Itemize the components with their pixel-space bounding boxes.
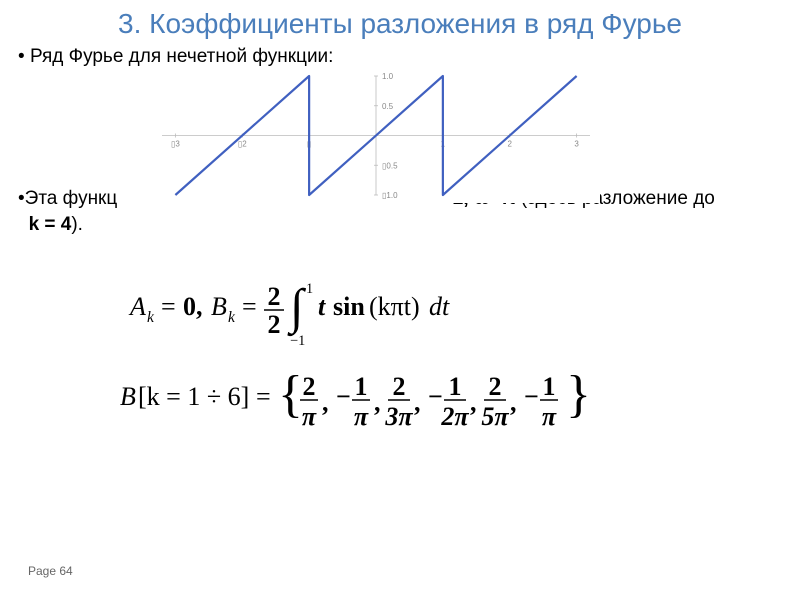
svg-text:π: π: [542, 402, 557, 431]
svg-text:,: ,: [322, 388, 329, 417]
svg-text:3: 3: [574, 140, 579, 149]
svg-text:−: −: [524, 382, 539, 411]
svg-text:▯0.5: ▯0.5: [382, 161, 398, 170]
svg-text:2: 2: [268, 282, 281, 311]
svg-text:{: {: [278, 366, 303, 423]
svg-text:1.0: 1.0: [382, 72, 394, 81]
svg-text:−: −: [336, 382, 351, 411]
svg-text:2: 2: [508, 140, 513, 149]
svg-text:1: 1: [449, 372, 462, 401]
formula-block: Ak=0,Bk=22∫1−1tsin(kπt)dtB[k = 1 ÷ 6]={2…: [120, 265, 680, 500]
svg-text:5π: 5π: [481, 402, 509, 431]
svg-text:k: k: [147, 309, 155, 326]
svg-text:,: ,: [414, 388, 421, 417]
svg-text:=: =: [161, 292, 176, 321]
slide-title: 3. Коэффициенты разложения в ряд Фурье: [0, 0, 800, 40]
svg-text:−1: −1: [290, 333, 305, 349]
svg-text:,: ,: [374, 388, 381, 417]
svg-text:=: =: [242, 292, 257, 321]
svg-text:π: π: [354, 402, 369, 431]
svg-text:▯1.0: ▯1.0: [382, 191, 398, 200]
svg-text:B: B: [211, 292, 227, 321]
svg-text:▯2: ▯2: [238, 140, 247, 149]
bullet2-suffix: ).: [71, 214, 83, 235]
svg-text:π: π: [302, 402, 317, 431]
svg-text:=: =: [256, 382, 271, 411]
page-footer: Page 64: [28, 564, 73, 578]
bullet-marker: •: [18, 46, 25, 67]
svg-text:2: 2: [489, 372, 502, 401]
svg-text:1: 1: [306, 281, 313, 297]
bullet-odd-function: • Ряд Фурье для нечетной функции:: [0, 46, 800, 68]
bullet-text: Ряд Фурье для нечетной функции:: [30, 46, 334, 67]
bullet-marker: •: [18, 188, 25, 209]
svg-text:2: 2: [268, 310, 281, 339]
svg-text:(kπt): (kπt): [369, 292, 420, 321]
svg-text:2: 2: [303, 372, 316, 401]
svg-text:1: 1: [543, 372, 556, 401]
svg-text:k: k: [228, 309, 236, 326]
footer-label: Page: [28, 564, 56, 578]
svg-text:A: A: [128, 292, 146, 321]
svg-text:,: ,: [470, 388, 477, 417]
svg-text:∫: ∫: [287, 279, 307, 337]
svg-text:dt: dt: [429, 292, 450, 321]
svg-text:sin: sin: [333, 292, 365, 321]
svg-text:▯3: ▯3: [171, 140, 180, 149]
footer-number: 64: [59, 564, 72, 578]
bullet2-bold2: k = 4: [29, 214, 72, 235]
svg-text:0,: 0,: [183, 292, 203, 321]
svg-text:2: 2: [393, 372, 406, 401]
svg-text:3π: 3π: [384, 402, 413, 431]
bullet2-prefix: Эта функц: [25, 188, 118, 209]
svg-text:B: B: [120, 382, 136, 411]
sawtooth-chart: ▯3▯2▯123▯1.0▯0.50.51.0: [140, 68, 600, 203]
svg-text:0.5: 0.5: [382, 102, 394, 111]
svg-text:}: }: [566, 366, 591, 423]
svg-text:[k = 1 ÷ 6]: [k = 1 ÷ 6]: [138, 382, 249, 411]
svg-text:2π: 2π: [440, 402, 469, 431]
svg-text:t: t: [318, 292, 326, 321]
svg-text:1: 1: [355, 372, 368, 401]
svg-text:,: ,: [510, 388, 517, 417]
